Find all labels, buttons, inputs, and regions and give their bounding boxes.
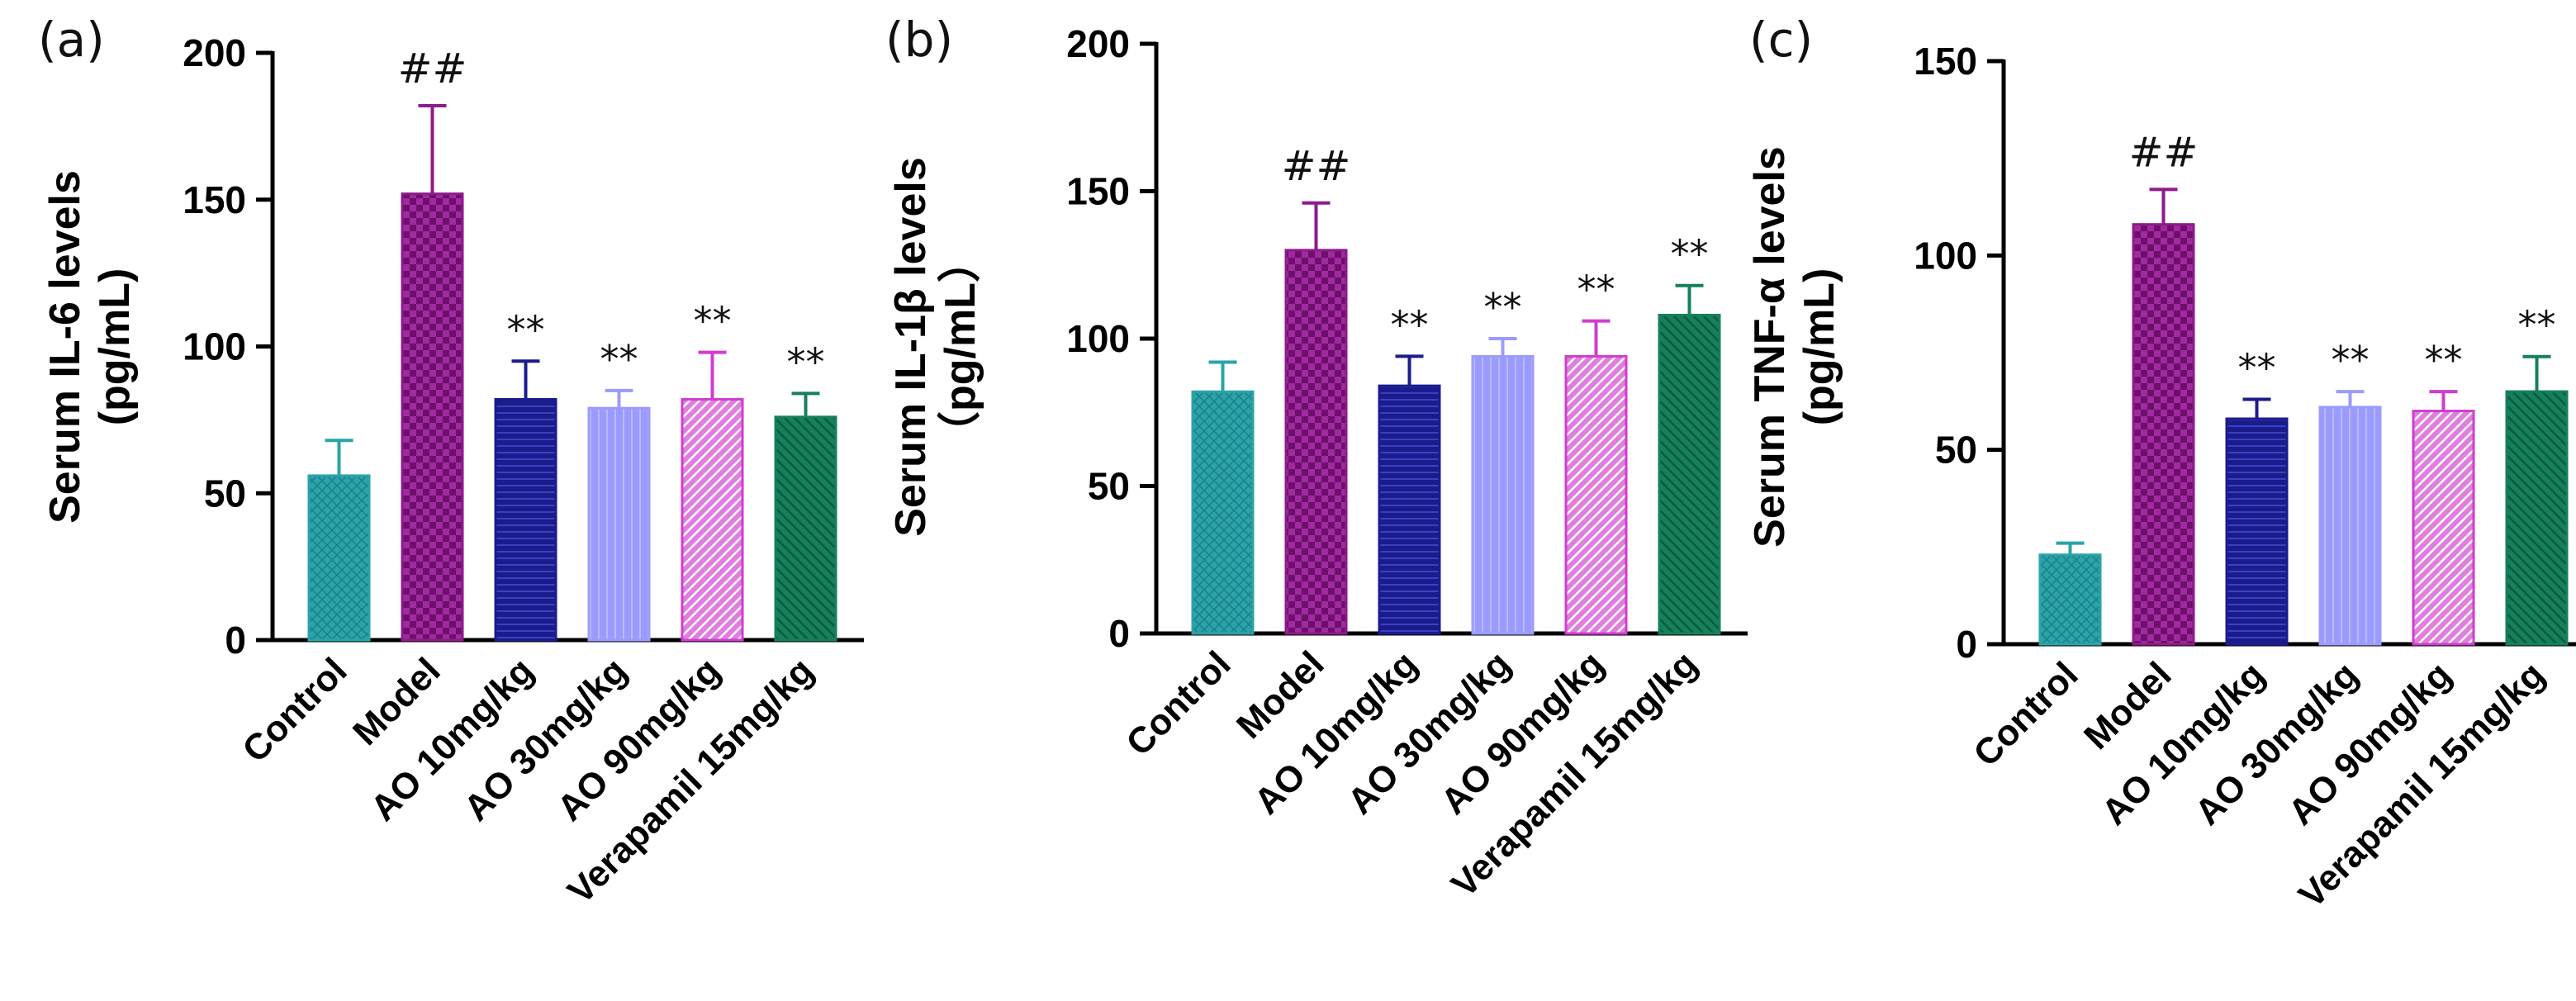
bar <box>2412 410 2475 646</box>
error-bar <box>511 359 540 400</box>
x-tick-label: AO 90mg/kg <box>549 650 728 828</box>
x-tick-label: AO 30mg/kg <box>2187 654 2365 833</box>
bar <box>1658 313 1721 635</box>
bar <box>2132 223 2195 646</box>
error-bar <box>1488 337 1517 357</box>
y-axis-title-line1: Serum TNF-α levels <box>1746 146 1794 548</box>
error-bar <box>2522 354 2551 392</box>
error-bar <box>325 439 353 476</box>
y-tick-label: 50 <box>1935 429 1977 472</box>
y-tick-label: 0 <box>1956 623 1977 666</box>
error-bar <box>2336 390 2365 407</box>
bar <box>1471 354 1535 635</box>
error-bar <box>698 350 727 400</box>
error-bar <box>1302 201 1331 250</box>
bar <box>1284 249 1348 635</box>
bar <box>494 397 557 642</box>
significance-stars: ** <box>2238 345 2276 390</box>
error-bar <box>2056 541 2085 555</box>
bar <box>681 397 744 642</box>
significance-stars: ** <box>694 299 732 344</box>
error-bar <box>1395 354 1424 387</box>
panel-2: (b) Serum IL-1β levels（pg/mL） 0 50 100 150 200… <box>885 12 1748 905</box>
bar <box>1564 354 1628 635</box>
y-tick-label: 50 <box>1088 465 1130 508</box>
error-bar <box>791 391 820 417</box>
y-tick-label: 150 <box>183 178 246 221</box>
significance-hash: ## <box>1282 142 1351 190</box>
x-tick-label: Control <box>1118 643 1238 763</box>
bar <box>587 406 651 642</box>
y-tick-label: 0 <box>1108 612 1130 655</box>
bar <box>401 192 464 642</box>
bar <box>774 415 837 642</box>
significance-hash: ## <box>398 45 467 93</box>
panel-1: (a) Serum IL-6 levels(pg/mL) 0 50 100 150 200 C… <box>38 12 864 912</box>
error-bar <box>418 103 447 194</box>
significance-stars: ** <box>1391 302 1429 347</box>
bar <box>2038 553 2102 646</box>
y-axis-title-line1: Serum IL-1β levels <box>887 157 935 537</box>
x-tick-label: Control <box>1966 654 2085 774</box>
bar <box>1191 390 1255 635</box>
y-axis-title: Serum TNF-α levels(pg/mL) <box>1746 146 1843 548</box>
x-tick-label: Control <box>235 650 354 770</box>
y-tick-label: 150 <box>1914 40 1977 83</box>
significance-stars: ** <box>787 339 825 384</box>
error-bar <box>1208 360 1237 392</box>
panel-label: (a) <box>38 12 105 68</box>
y-tick-label: 200 <box>183 31 246 74</box>
significance-stars: ** <box>1671 232 1709 277</box>
y-tick-label: 150 <box>1066 170 1130 213</box>
error-bar <box>1582 319 1611 357</box>
significance-stars: ** <box>1484 285 1522 330</box>
error-bar <box>2242 397 2271 420</box>
significance-stars: ** <box>2518 303 2556 348</box>
x-tick-label: AO 90mg/kg <box>1433 643 1611 822</box>
error-bar <box>2429 390 2458 411</box>
significance-stars: ** <box>507 307 545 352</box>
panel-label: (c) <box>1749 12 1813 68</box>
y-axis-title: Serum IL-6 levels(pg/mL) <box>41 170 139 524</box>
y-axis-title-line1: Serum IL-6 levels <box>41 170 89 524</box>
y-axis-title: Serum IL-1β levels（pg/mL） <box>887 157 984 537</box>
significance-stars: ** <box>1577 268 1615 312</box>
bar <box>2505 390 2569 646</box>
panel-3: (c) Serum TNF-α levels(pg/mL) 0 50 100 150 Con… <box>1746 12 2576 916</box>
significance-hash: ## <box>2129 128 2199 176</box>
x-tick-label: AO 90mg/kg <box>2280 654 2459 833</box>
y-tick-label: 100 <box>183 325 246 368</box>
bar <box>1378 384 1441 635</box>
significance-stars: ** <box>2332 338 2370 382</box>
x-tick-label: AO 10mg/kg <box>363 650 541 828</box>
y-axis-title-line2: （pg/mL） <box>937 240 984 454</box>
x-tick-label: AO 10mg/kg <box>1246 643 1425 822</box>
bar <box>2225 417 2289 646</box>
y-tick-label: 50 <box>204 472 246 515</box>
significance-stars: ** <box>600 337 638 382</box>
y-tick-label: 100 <box>1066 317 1130 360</box>
bar <box>2318 406 2382 646</box>
x-tick-label: AO 30mg/kg <box>1340 643 1518 822</box>
y-axis-title-line2: (pg/mL) <box>91 268 139 426</box>
y-axis-title-line2: (pg/mL) <box>1796 268 1843 426</box>
error-bar <box>605 388 633 409</box>
y-tick-label: 200 <box>1066 22 1130 65</box>
significance-stars: ** <box>2425 338 2463 382</box>
error-bar <box>1675 283 1704 315</box>
panel-label: (b) <box>885 12 953 68</box>
x-tick-label: AO 10mg/kg <box>2094 654 2272 833</box>
bar <box>307 474 371 642</box>
y-tick-label: 100 <box>1914 234 1977 277</box>
error-bar <box>2149 187 2178 225</box>
panels-root: (a)Serum IL-6 levels(pg/mL)050100150200C… <box>38 12 2576 916</box>
x-tick-label: AO 30mg/kg <box>456 650 634 828</box>
y-tick-label: 0 <box>225 619 246 662</box>
